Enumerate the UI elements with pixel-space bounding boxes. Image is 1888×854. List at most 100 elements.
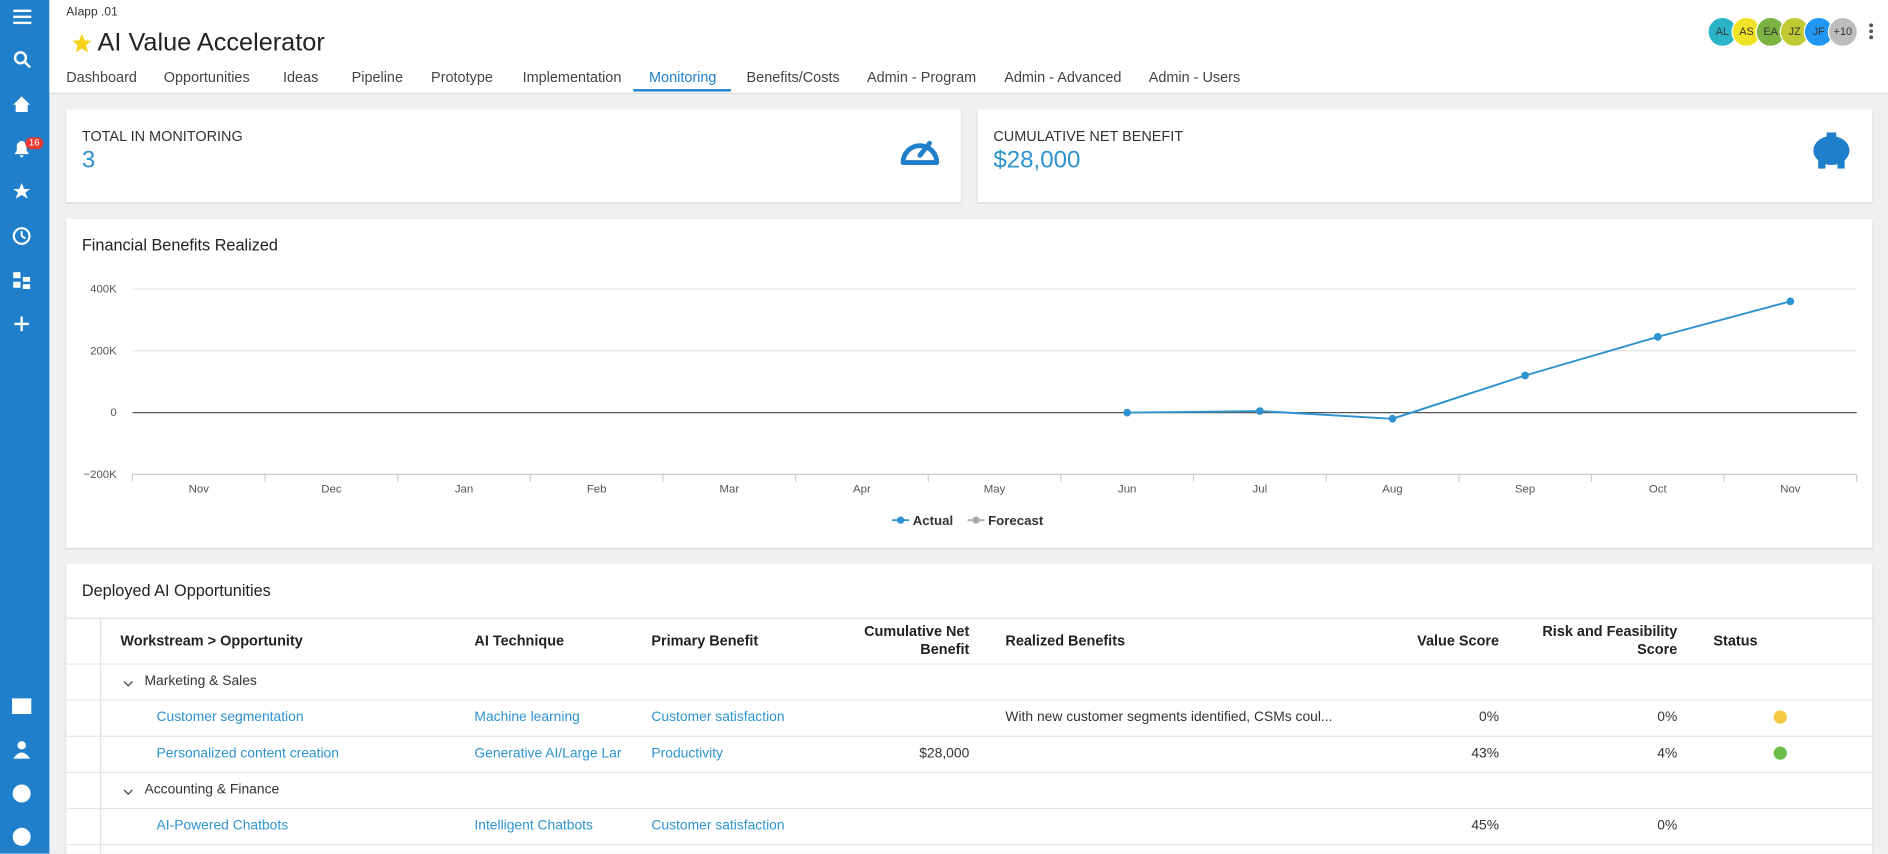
active-tab-indicator xyxy=(633,89,731,92)
kpi-card: TOTAL IN MONITORING 3 xyxy=(66,109,961,203)
chevron xyxy=(123,789,133,796)
help-icon[interactable] xyxy=(12,784,31,803)
table-cell: 0% xyxy=(1657,818,1678,834)
row-divider xyxy=(66,807,1873,810)
table-cell[interactable]: Customer satisfaction xyxy=(651,818,785,834)
row-divider xyxy=(66,844,1873,846)
table-cell[interactable]: Customer segmentation xyxy=(156,710,304,725)
table-cell[interactable]: Machine learning xyxy=(474,710,580,725)
hierarchy-icon[interactable] xyxy=(13,272,31,289)
group-toggle[interactable] xyxy=(123,673,134,687)
x-tick-label: Dec xyxy=(321,483,342,495)
status-dot xyxy=(1773,710,1787,724)
series-line xyxy=(1127,300,1791,420)
tab[interactable]: Admin - Users xyxy=(1148,68,1241,86)
x-tick-label: Jul xyxy=(1253,483,1268,495)
home-icon[interactable] xyxy=(13,96,31,112)
y-tick-label: 200K xyxy=(90,345,117,357)
table-border xyxy=(66,617,1873,619)
data-point xyxy=(1521,371,1529,380)
tab[interactable]: Admin - Program xyxy=(866,68,977,86)
kpi-value: $28,000 xyxy=(993,146,1081,174)
tab[interactable]: Opportunities xyxy=(163,68,250,86)
table-cell[interactable]: Customer satisfaction xyxy=(651,710,785,725)
group-name: Marketing & Sales xyxy=(144,674,257,689)
kpi-label: TOTAL IN MONITORING xyxy=(81,127,243,145)
table-cell: 43% xyxy=(1471,746,1500,761)
x-tick-label: Oct xyxy=(1649,483,1668,495)
data-point xyxy=(1255,407,1264,415)
avatar[interactable]: +10 xyxy=(1827,16,1858,47)
y-tick-label: −200K xyxy=(83,469,117,481)
table-cell: 0% xyxy=(1657,710,1678,725)
organization-icon[interactable] xyxy=(12,698,32,715)
x-tick-label: Sep xyxy=(1515,483,1535,495)
column-header: Primary Benefit xyxy=(651,632,759,649)
table-title: Deployed AI Opportunities xyxy=(81,581,271,600)
tab[interactable]: Prototype xyxy=(431,68,493,86)
kpi-card: CUMULATIVE NET BENEFIT $28,000 xyxy=(977,109,1873,203)
table-cell[interactable]: Productivity xyxy=(651,746,723,761)
group-toggle[interactable] xyxy=(123,781,134,796)
row-divider xyxy=(66,771,1873,774)
table-cell[interactable]: Generative AI/Large Lar xyxy=(474,746,622,761)
skype-icon[interactable] xyxy=(12,827,31,846)
tab[interactable]: Monitoring xyxy=(648,68,717,86)
tab[interactable]: Benefits/Costs xyxy=(746,68,840,86)
table-cell[interactable]: Intelligent Chatbots xyxy=(474,818,593,834)
page-title: AI Value Accelerator xyxy=(97,28,325,57)
menu-icon[interactable] xyxy=(13,9,32,25)
notification-badge: 16 xyxy=(25,137,44,150)
avatar[interactable]: AS xyxy=(1731,16,1762,47)
tab[interactable]: Ideas xyxy=(282,68,319,86)
table-cell: 0% xyxy=(1479,710,1500,725)
column-header: Cumulative Net Benefit xyxy=(864,622,970,658)
tab[interactable]: Admin - Advanced xyxy=(1004,68,1122,86)
data-point xyxy=(1653,333,1662,341)
search-icon[interactable] xyxy=(13,51,31,69)
x-tick-label: Jun xyxy=(1118,483,1136,495)
gauge-icon xyxy=(900,140,940,165)
column-header: Status xyxy=(1713,632,1758,649)
x-tick-label: Nov xyxy=(1780,483,1801,495)
table-cell[interactable]: AI-Powered Chatbots xyxy=(156,818,289,834)
x-tick-label: Aug xyxy=(1382,483,1402,495)
chart-card: Financial Benefits Realized xyxy=(66,219,1873,548)
table-cell: 45% xyxy=(1471,818,1500,834)
group-name: Accounting & Finance xyxy=(144,782,280,798)
status-dot xyxy=(1773,746,1787,760)
add-icon[interactable] xyxy=(14,316,29,332)
header: AIapp .01 AI Value Accelerator Dashboard… xyxy=(49,0,1888,94)
y-tick-label: 400K xyxy=(90,284,117,296)
column-header: Risk and Feasibility Score xyxy=(1542,622,1678,658)
legend-label: Actual xyxy=(913,513,953,528)
piggy-bank-icon xyxy=(1813,132,1850,169)
data-point xyxy=(1123,408,1132,417)
history-icon[interactable] xyxy=(12,227,31,245)
app-label: AIapp .01 xyxy=(66,6,118,20)
user-icon[interactable] xyxy=(13,741,31,759)
kpi-label: CUMULATIVE NET BENEFIT xyxy=(993,127,1184,145)
column-header: Realized Benefits xyxy=(1005,632,1126,649)
x-tick-label: May xyxy=(984,483,1006,495)
row-divider xyxy=(66,663,1873,665)
kpi-value: 3 xyxy=(81,146,96,174)
column-header: AI Technique xyxy=(474,632,565,649)
row-divider xyxy=(66,735,1873,737)
table-cell[interactable]: Personalized content creation xyxy=(156,746,339,761)
data-point xyxy=(1388,414,1397,423)
favorites-icon[interactable] xyxy=(13,183,31,199)
x-tick-label: Jan xyxy=(455,483,473,495)
y-tick-label: 0 xyxy=(110,407,116,419)
data-point xyxy=(1786,297,1795,306)
legend-label: Forecast xyxy=(988,513,1044,528)
column-header: Value Score xyxy=(1417,632,1500,649)
tab[interactable]: Implementation xyxy=(522,68,622,86)
favorite-star[interactable] xyxy=(71,33,93,55)
tab[interactable]: Dashboard xyxy=(66,68,137,86)
x-tick-label: Nov xyxy=(189,483,210,495)
x-tick-label: Apr xyxy=(853,483,871,495)
tab[interactable]: Pipeline xyxy=(351,68,404,86)
more-menu[interactable] xyxy=(1865,22,1877,44)
